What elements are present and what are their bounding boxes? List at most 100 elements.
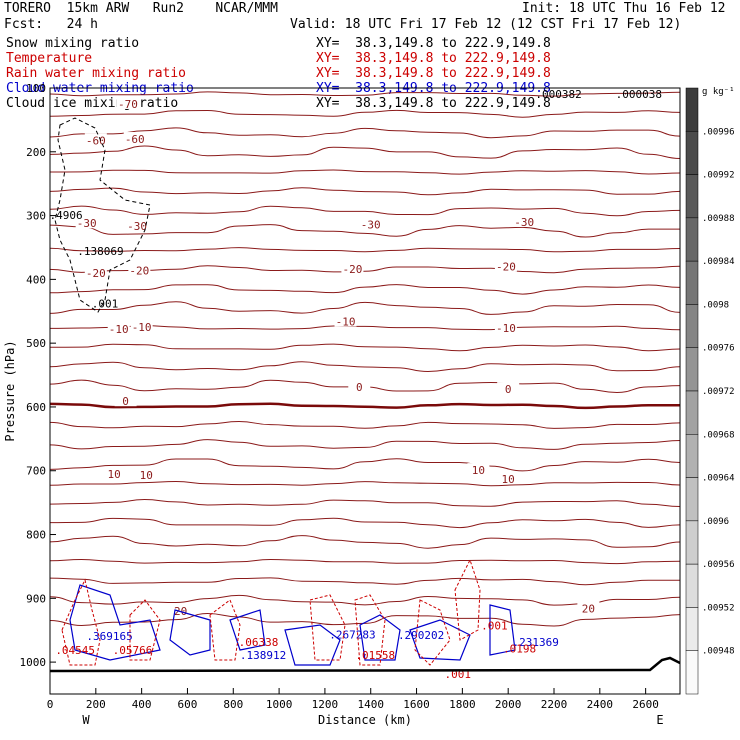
isotherm-line [49,517,681,529]
cloud-water-label: .267283 [329,629,375,642]
colorbar-label: .00984 [702,257,735,267]
isotherm-label: 10 [108,468,121,481]
x-tick-label: 0 [47,698,54,711]
isotherm-label-bg [494,320,517,333]
isotherm-line [49,109,681,118]
isotherm-label-bg [75,216,98,229]
isotherm-label-bg [513,214,536,227]
isotherm-label: -10 [109,323,129,336]
x-tick-label: 1600 [403,698,430,711]
colorbar-segment [685,390,699,435]
colorbar-label: .00992 [702,171,735,181]
isotherm-label-bg [126,218,149,231]
x-tick-label: 1800 [449,698,476,711]
colorbar-label: .00972 [702,387,735,397]
plot-area: -70-60 -60-30 -30 -30 -30-20 -20 -20 -20-10 -10-… [49,88,681,681]
colorbar-segment [685,174,699,219]
isotherm-label: -60 [86,134,106,147]
x-axis-title: Distance (km) [318,713,412,727]
colorbar-label: .00968 [702,430,735,440]
y-tick-label: 200 [26,146,46,159]
isotherm-label: -10 [336,315,356,328]
rain-label: .0198 [503,643,536,656]
field-name-temperature: Temperature [6,51,93,66]
isotherm-label-bg [497,472,520,485]
isotherm-label-bg [130,320,153,333]
colorbar-segment [685,477,699,522]
isotherm-label-bg [467,463,490,476]
isotherm-line [49,127,681,139]
snow-label: .000038 [616,88,662,101]
axes: 0 200 400 600 800 1000 1200 1400 1600 1800 2000 220… [3,82,681,727]
colorbar-unit: g kg⁻¹ [702,87,735,97]
rain-contour [209,599,241,661]
y-tick-label: 300 [26,210,46,223]
colorbar-label: .0096 [702,517,729,527]
cloud-water-contour [359,614,401,661]
isotherm-line [49,265,681,274]
isotherm-label: -30 [127,220,147,233]
cloud-water-contour [284,624,341,666]
isotherm-label: 20 [582,603,595,616]
isotherm-line [49,301,681,315]
snow-label: .4906 [49,209,82,222]
cloud-water-contour [169,609,211,656]
isotherm-line [49,577,680,586]
colorbar-label: .00952 [702,603,735,613]
isotherm-line [49,205,681,217]
isotherm-label: -10 [132,321,152,334]
field-xy-snow: XY= 38.3,149.8 to 222.9,149.8 [316,36,551,51]
colorbar-label: .00956 [702,560,735,570]
y-axis-title: Pressure (hPa) [3,340,17,441]
field-name-rain: Rain water mixing ratio [6,66,187,81]
isotherm-line [49,558,681,565]
colorbar-segment [685,347,699,392]
snow-label: .138069 [77,245,123,258]
x-tick-label: 1400 [357,698,384,711]
isotherm-label: 0 [122,395,129,408]
colorbar-segment [685,217,699,262]
isotherm-label: 0 [356,381,363,394]
isotherm-line [49,594,681,606]
isotherm-label-bg [114,394,137,407]
y-tick-label: 600 [26,401,46,414]
isotherm-label-bg [577,601,600,614]
field-xy-temperature: XY= 38.3,149.8 to 222.9,149.8 [316,51,551,66]
model-title: TORERO 15km ARW Run2 NCAR/MMM [4,1,278,16]
x-tick-label: 2600 [632,698,659,711]
isotherm-label-bg [494,259,517,272]
cloud-water-label: .138912 [240,649,286,662]
isotherm-label-bg [103,466,126,479]
isotherm-label-bg [497,382,520,395]
isotherm-label-bg [135,468,158,481]
valid-time: Valid: 18 UTC Fri 17 Feb 12 (12 CST Fri … [290,17,682,32]
isotherm-label: 10 [472,464,485,477]
isotherm-label: -20 [129,264,149,277]
isotherm-line [49,361,681,373]
snow-contour [54,117,151,313]
x-tick-label: 2000 [495,698,522,711]
isotherm-label: -30 [514,216,534,229]
isotherm-line [49,402,680,410]
colorbar-label: .0098 [702,300,729,310]
snow-label: .000382 [535,88,581,101]
isotherm-label: -10 [496,322,516,335]
isotherm-label: 10 [140,469,153,482]
x-tick-label: 800 [223,698,243,711]
y-tick-label: 1000 [20,656,47,669]
isotherm-label: -60 [125,133,145,146]
isotherm-line [49,343,681,352]
cloud-water-contour [229,609,266,651]
plot-frame [49,87,681,695]
colorbar-segment [685,650,699,695]
colorbar-label: .00988 [702,214,735,224]
isotherm-line [49,187,681,196]
terrain-line [49,656,681,673]
colorbar-segment [685,131,699,175]
x-tick-label: 400 [132,698,152,711]
isotherm-label-bg [348,380,371,393]
cloud-water-label: .369165 [86,630,132,643]
rain-label: .05766 [113,644,153,657]
rain-label: .04545 [55,644,95,657]
